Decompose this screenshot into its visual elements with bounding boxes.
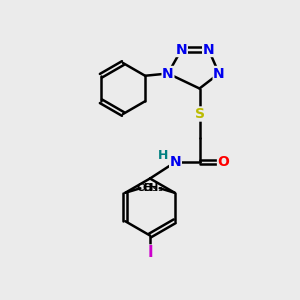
Text: O: O: [218, 155, 230, 169]
Text: I: I: [147, 245, 153, 260]
Text: N: N: [203, 43, 214, 56]
Text: CH₃: CH₃: [136, 183, 157, 193]
Text: CH₃: CH₃: [143, 183, 164, 193]
Text: N: N: [176, 43, 187, 56]
Text: N: N: [213, 67, 225, 80]
Text: N: N: [162, 67, 174, 80]
Text: N: N: [170, 155, 181, 169]
Text: S: S: [194, 107, 205, 121]
Text: H: H: [158, 149, 168, 162]
